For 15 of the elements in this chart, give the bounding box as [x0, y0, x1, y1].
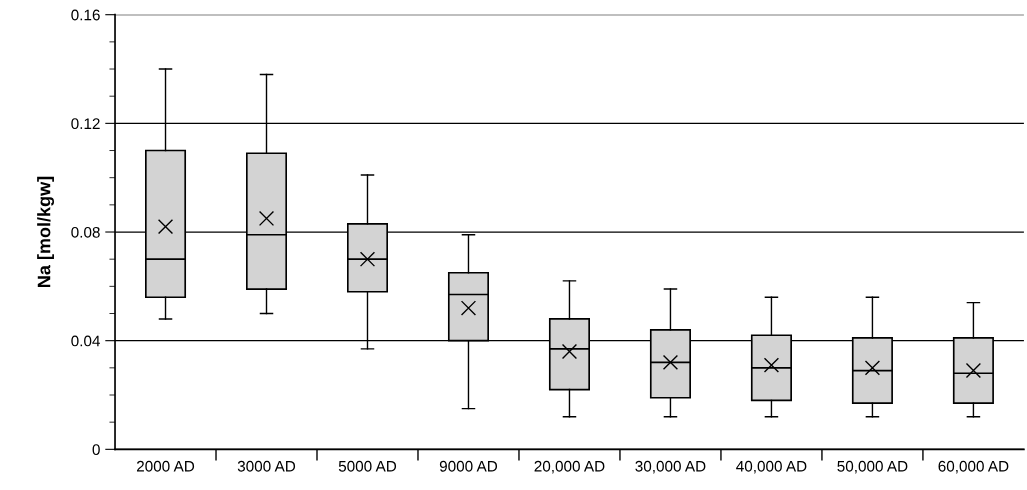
- y-tick-label: 0.16: [71, 9, 100, 21]
- y-tick-label: 0.04: [71, 335, 100, 347]
- x-tick-label: 5000 AD: [338, 460, 397, 472]
- x-tick-label: 30,000 AD: [635, 460, 706, 474]
- y-tick-label: 0.12: [71, 118, 100, 130]
- x-tick-label: 3000 AD: [237, 460, 296, 472]
- x-tick-label: 40,000 AD: [736, 460, 807, 474]
- x-tick-label: 9000 AD: [439, 460, 498, 472]
- x-tick-label: 2000 AD: [136, 460, 195, 472]
- x-tick-label: 50,000 AD: [837, 460, 908, 474]
- y-tick-label: 0.08: [71, 226, 100, 238]
- x-tick-label: 60,000 AD: [938, 460, 1009, 474]
- y-axis-title: Na [mol/kgw]: [37, 176, 55, 287]
- y-tick-label: 0: [92, 444, 100, 456]
- x-tick-label: 20,000 AD: [534, 460, 605, 474]
